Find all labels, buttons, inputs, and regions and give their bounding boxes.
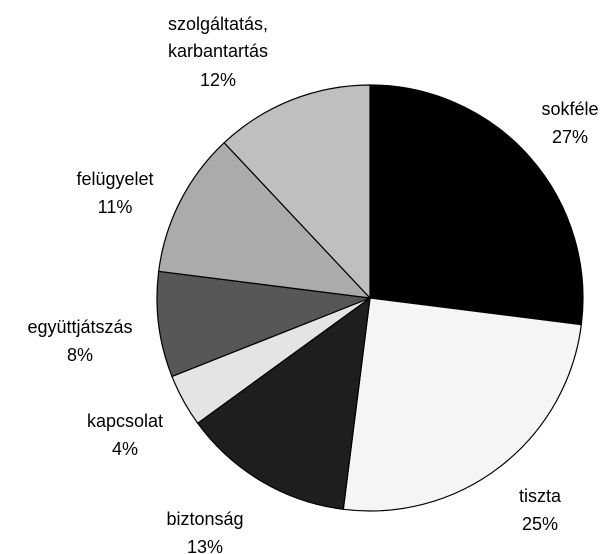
slice-value-label: 8%	[67, 345, 93, 365]
slice-label-line: tiszta	[519, 486, 562, 506]
slice-label-line: sokféle	[541, 99, 598, 119]
pie-slice	[223, 84, 371, 300]
pie-slice	[342, 297, 582, 512]
pie-slice	[156, 270, 371, 378]
pie-slice	[158, 141, 372, 299]
slice-value-label: 25%	[522, 514, 558, 534]
slice-value-label: 4%	[112, 439, 138, 459]
slice-label: tiszta	[519, 486, 562, 506]
slice-label-line: biztonság	[166, 509, 243, 529]
slice-label-line: felügyelet	[76, 169, 153, 189]
pie-slice	[369, 84, 584, 326]
slice-value-label: 12%	[200, 70, 236, 90]
slice-label-line: karbantartás	[168, 41, 268, 61]
slice-value-label: 13%	[187, 537, 223, 554]
slice-label: együttjátszás	[27, 317, 132, 337]
slice-label: kapcsolat	[87, 411, 163, 431]
slice-value-label: 11%	[98, 197, 133, 217]
slice-label-line: kapcsolat	[87, 411, 163, 431]
slice-label: biztonság	[166, 509, 243, 529]
slice-label: szolgáltatás, karbantartás	[168, 14, 268, 61]
slice-label-line: együttjátszás	[27, 317, 132, 337]
pie-slice	[196, 296, 371, 510]
slice-value-label: 27%	[552, 127, 588, 147]
slice-label-line: szolgáltatás,	[168, 14, 268, 34]
slice-label: sokféle	[541, 99, 598, 119]
slice-label: felügyelet	[76, 169, 153, 189]
